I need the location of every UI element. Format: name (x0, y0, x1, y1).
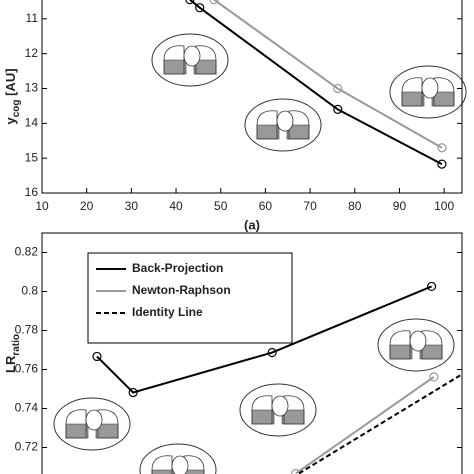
x-tick-label: 90 (393, 199, 407, 213)
y-axis-label-part: cog (11, 100, 22, 118)
legend-label: Identity Line (132, 305, 203, 319)
data-point (267, 347, 277, 358)
x-tick-label: 30 (125, 199, 139, 213)
y-axis-label-part: [AU] (3, 68, 18, 99)
data-point (209, 0, 219, 5)
data-point (128, 387, 138, 398)
legend-label: Newton-Raphson (132, 283, 231, 297)
y-tick-label: 14 (25, 116, 39, 130)
y-tick-label: 0.76 (15, 362, 39, 376)
x-tick-label: 60 (259, 199, 273, 213)
data-point (429, 372, 439, 382)
y-tick-label: 0.78 (15, 323, 39, 337)
data-point (92, 351, 102, 362)
legend-label: Back-Projection (132, 261, 223, 275)
data-point (437, 143, 447, 153)
series-line (213, 0, 443, 149)
y-tick-label: 11 (26, 11, 39, 25)
plot-area (92, 281, 461, 474)
y-tick-label: 0.74 (15, 401, 39, 415)
series-line (189, 0, 443, 165)
x-tick-label: 80 (348, 199, 362, 213)
y-axis-label: LRratio (3, 334, 21, 373)
series-line (96, 285, 432, 394)
data-point (185, 0, 195, 5)
caption: (a) (244, 217, 260, 232)
data-point (333, 104, 343, 115)
data-point (437, 159, 447, 169)
data-point (195, 3, 205, 13)
y-tick-label: 0.8 (21, 284, 38, 298)
plot-area (185, 0, 447, 169)
plot-frame (41, 232, 463, 474)
y-tick-label: 0.72 (15, 440, 39, 454)
y-tick-label: 0.82 (15, 245, 39, 259)
x-tick-label: 70 (303, 199, 317, 213)
y-axis-label: ycog [AU] (3, 68, 21, 124)
series-line (298, 374, 461, 474)
x-tick-label: 50 (214, 199, 228, 213)
x-tick-label: 10 (35, 199, 49, 213)
y-tick-label: 16 (25, 185, 39, 199)
data-point (427, 281, 437, 292)
y-tick-label: 13 (25, 81, 39, 95)
y-axis-label-part: LR (3, 355, 18, 373)
y-tick-label: 12 (25, 46, 39, 60)
data-point (333, 83, 343, 94)
x-tick-label: 20 (80, 199, 94, 213)
series-line (295, 376, 435, 474)
x-tick-label: 40 (169, 199, 183, 213)
y-axis-label-part: y (3, 117, 18, 125)
y-axis-label-part: ratio (11, 334, 22, 356)
x-tick-label: 100 (434, 199, 454, 213)
y-tick-label: 15 (25, 150, 39, 164)
